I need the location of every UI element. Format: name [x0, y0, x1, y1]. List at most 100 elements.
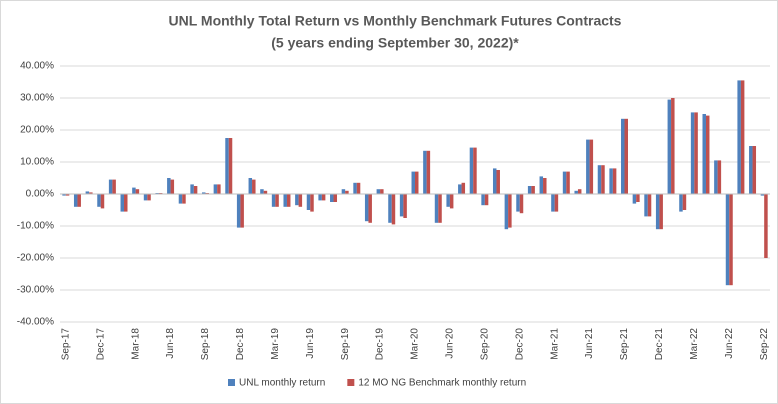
- y-tick-label: 0.00%: [26, 189, 54, 200]
- bar: [577, 189, 582, 194]
- x-tick-label: Dec-18: [235, 328, 246, 361]
- bar: [423, 150, 427, 194]
- x-tick-label: Sep-19: [340, 328, 351, 361]
- bar: [682, 194, 687, 210]
- bar: [469, 147, 474, 194]
- bar: [484, 194, 489, 206]
- bar: [399, 194, 404, 217]
- bar: [318, 194, 322, 201]
- bar: [190, 184, 194, 194]
- x-tick-label: Mar-21: [549, 328, 560, 360]
- bar: [310, 194, 314, 212]
- x-tick-label: Jun-20: [445, 328, 456, 359]
- bar: [341, 189, 346, 194]
- y-tick-label: -30.00%: [17, 285, 54, 296]
- bar: [356, 182, 361, 194]
- bar: [714, 160, 718, 194]
- y-tick-label: -40.00%: [17, 317, 54, 328]
- bar: [519, 194, 524, 214]
- bar: [62, 194, 66, 196]
- bar: [147, 194, 151, 201]
- bar: [597, 165, 602, 194]
- x-tick-label: Jun-21: [584, 328, 595, 359]
- bar: [667, 99, 672, 194]
- bar: [644, 194, 648, 217]
- bar: [426, 150, 431, 194]
- legend-label: UNL monthly return: [239, 378, 325, 389]
- bar: [100, 194, 105, 209]
- bar: [492, 168, 497, 194]
- bar: [539, 176, 544, 194]
- bar: [77, 194, 81, 207]
- bar: [248, 178, 253, 194]
- bar: [725, 194, 730, 286]
- bar: [368, 194, 372, 223]
- bar: [333, 194, 338, 202]
- bar: [624, 118, 628, 194]
- bar: [364, 194, 369, 222]
- y-tick-label: 30.00%: [20, 93, 54, 104]
- x-tick-label: Dec-21: [654, 328, 665, 361]
- bar: [655, 194, 660, 230]
- bar: [516, 194, 520, 212]
- legend-swatch: [228, 379, 235, 386]
- bar: [438, 194, 442, 223]
- bar: [170, 179, 175, 194]
- bar: [562, 171, 567, 194]
- bar: [263, 190, 268, 194]
- y-tick-label: -20.00%: [17, 253, 54, 264]
- bar: [321, 194, 326, 201]
- bar: [508, 194, 512, 228]
- bar: [717, 160, 722, 194]
- bar: [551, 194, 555, 212]
- x-tick-label: Mar-22: [689, 328, 700, 360]
- bar: [135, 189, 140, 194]
- x-tick-label: Jun-19: [305, 328, 316, 359]
- bar: [124, 194, 128, 212]
- bar: [415, 171, 419, 194]
- bar: [461, 182, 466, 194]
- x-tick-label: Sep-21: [619, 328, 630, 361]
- bar: [65, 194, 70, 196]
- bar: [112, 179, 116, 194]
- y-tick-label: 10.00%: [20, 157, 54, 168]
- bar: [252, 179, 256, 194]
- bar: [403, 194, 407, 218]
- bar: [275, 194, 279, 207]
- bar: [671, 98, 675, 194]
- bar: [353, 182, 357, 194]
- bar: [225, 138, 229, 194]
- x-tick-label: Mar-18: [130, 328, 141, 360]
- x-tick-label: Sep-17: [60, 328, 71, 361]
- bar: [286, 194, 291, 207]
- bar: [411, 171, 415, 194]
- x-tick-label: Mar-19: [270, 328, 281, 360]
- bar: [380, 189, 384, 194]
- bar: [647, 194, 652, 217]
- bar: [228, 138, 233, 194]
- bar: [636, 194, 640, 202]
- x-tick-label: Dec-17: [95, 328, 106, 361]
- bar: [240, 194, 244, 228]
- bar: [554, 194, 559, 212]
- y-tick-label: -10.00%: [17, 221, 54, 232]
- bar: [345, 190, 349, 194]
- bar: [306, 194, 311, 210]
- bar: [89, 192, 93, 194]
- bar: [298, 194, 303, 207]
- x-tick-label: Jun-18: [165, 328, 176, 359]
- bar: [178, 194, 183, 204]
- bar: [73, 194, 78, 207]
- bar: [167, 178, 171, 194]
- bar: [496, 170, 500, 194]
- y-tick-label: 20.00%: [20, 125, 54, 136]
- bar: [143, 194, 148, 201]
- x-tick-label: Sep-22: [759, 328, 770, 361]
- bar: [690, 112, 695, 194]
- bar: [632, 194, 637, 204]
- bar: [85, 191, 90, 194]
- bar: [458, 184, 462, 194]
- bar: [260, 189, 264, 194]
- bar: [752, 146, 757, 194]
